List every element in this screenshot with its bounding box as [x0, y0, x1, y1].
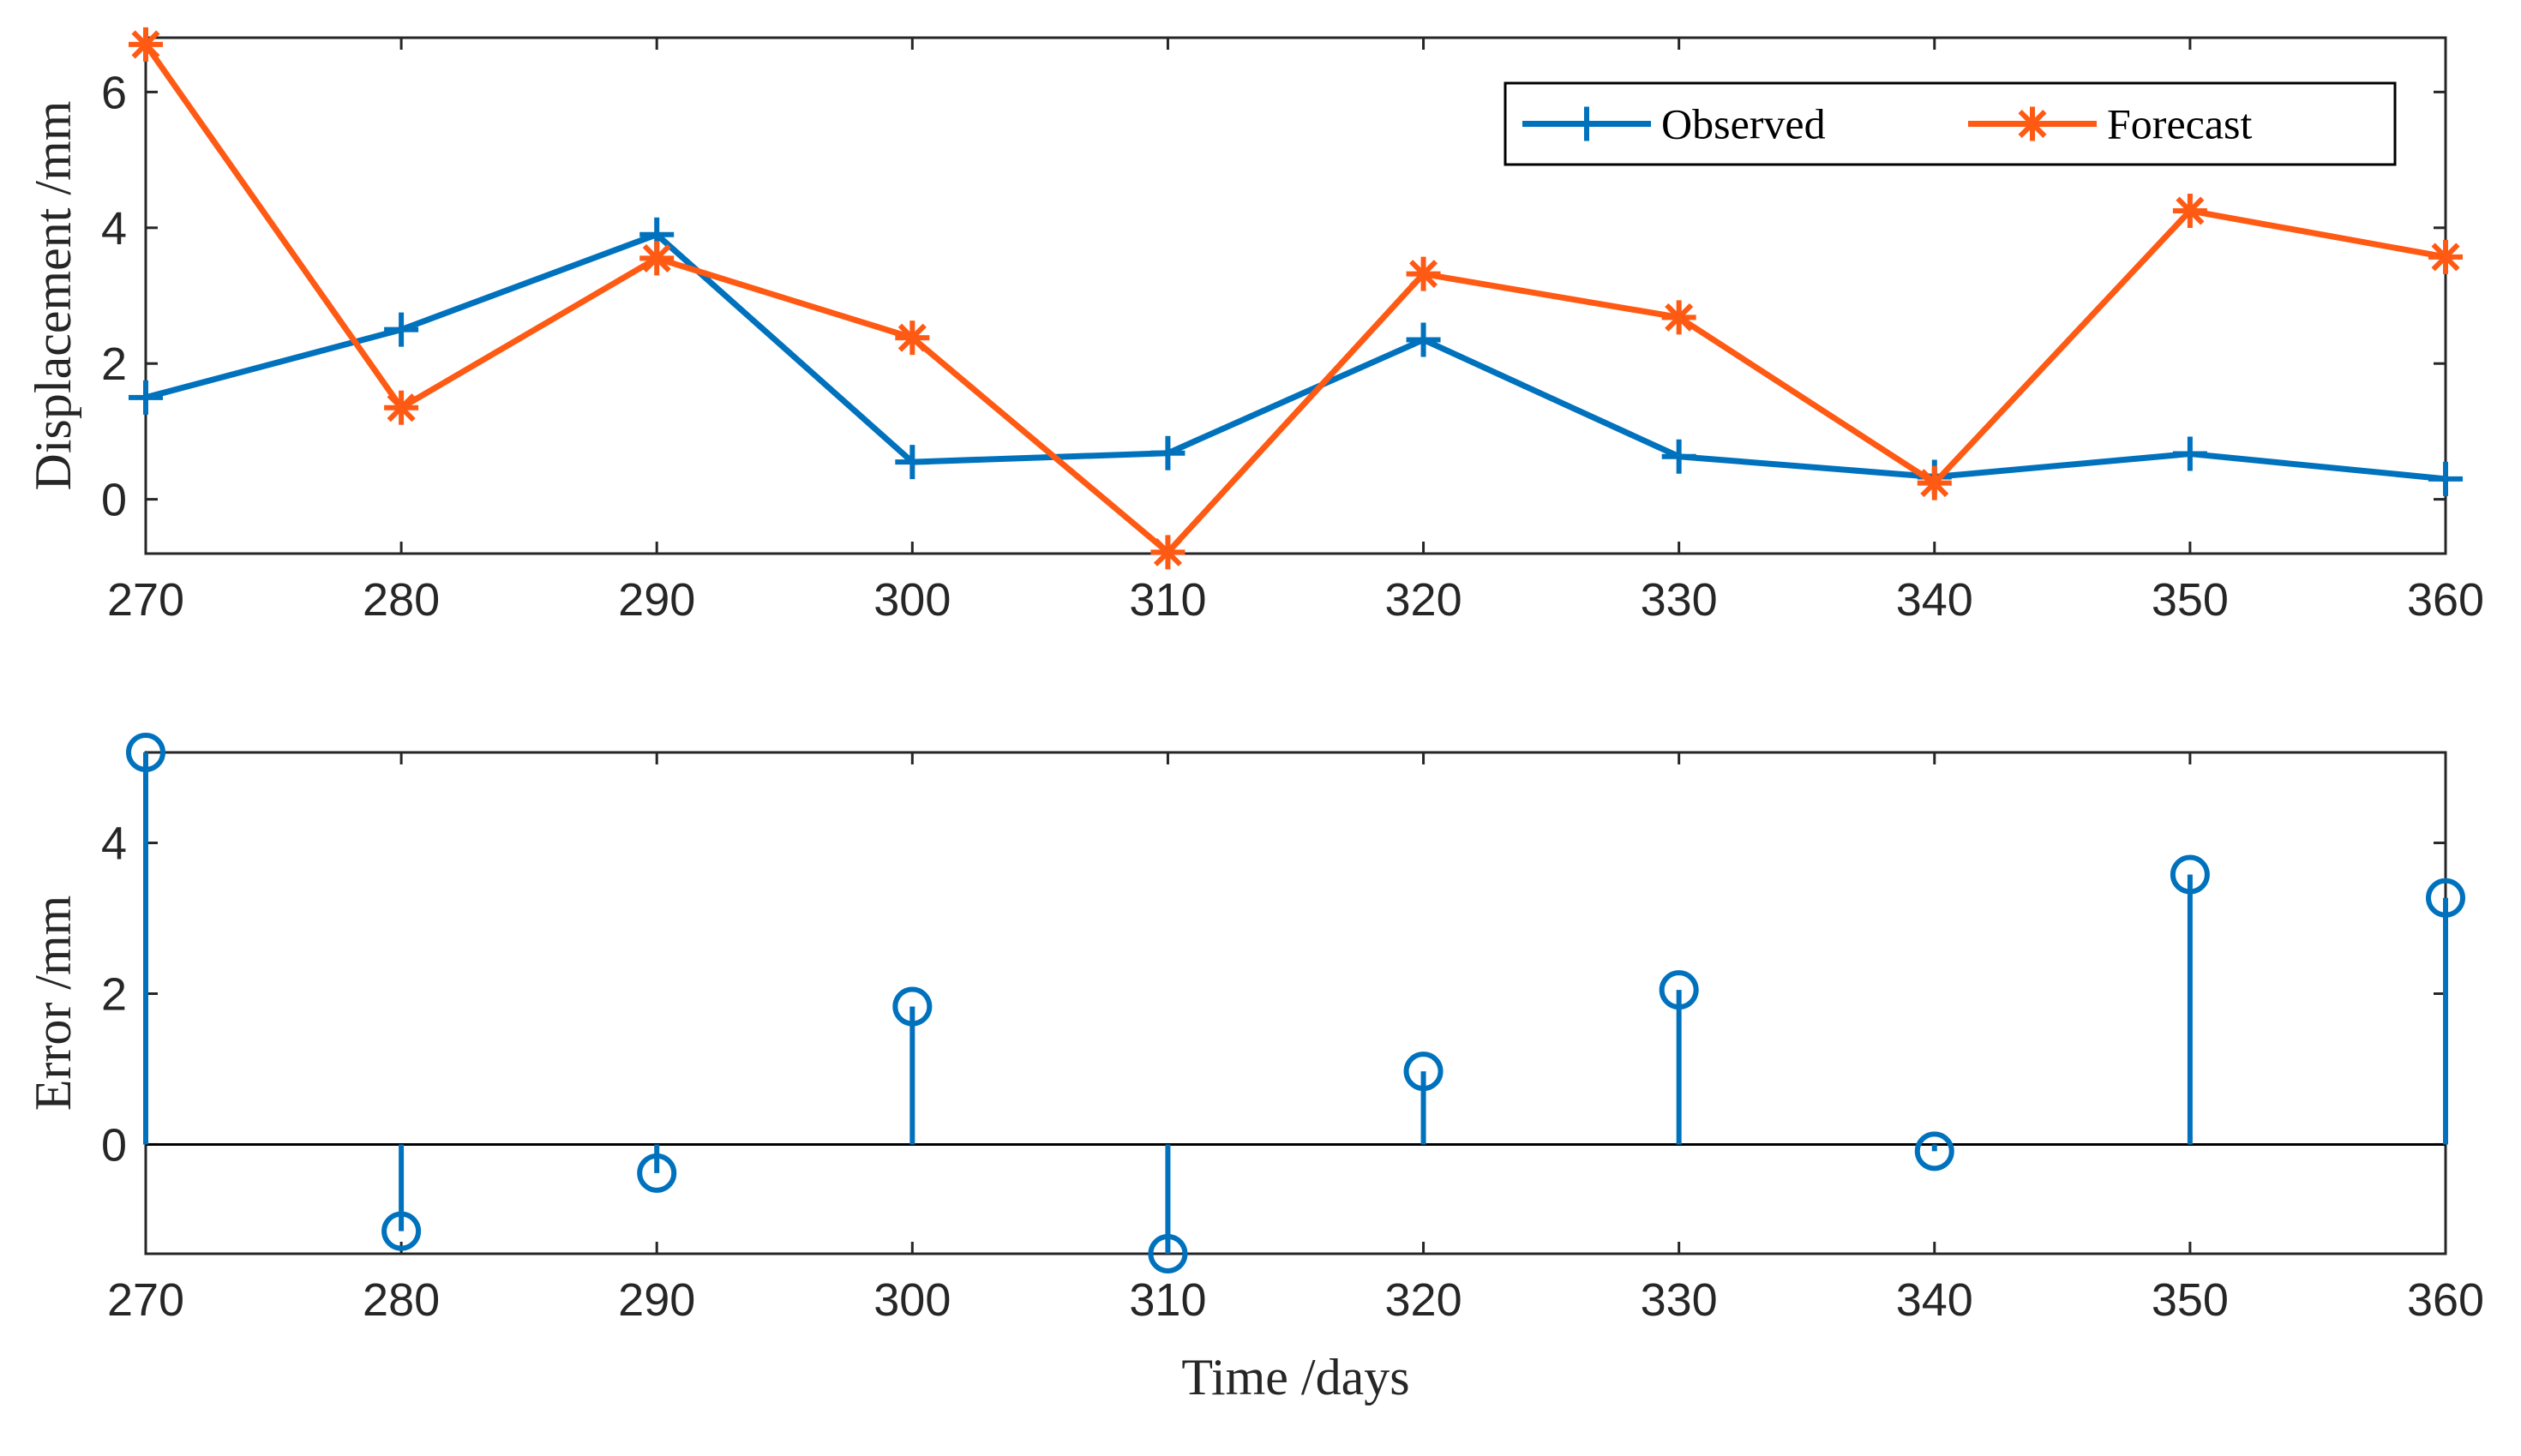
forecast-point — [1917, 465, 1952, 500]
observed-point — [129, 380, 163, 415]
error-marker — [126, 733, 165, 772]
observed-point — [2428, 461, 2463, 496]
x-tick-label: 300 — [873, 574, 951, 626]
error-marker — [1403, 1052, 1444, 1092]
error-marker — [2426, 878, 2465, 918]
forecast-line — [143, 42, 2446, 555]
observed-line — [145, 231, 2446, 482]
x-tick-label: 310 — [1129, 574, 1206, 626]
x-tick-label: 310 — [1129, 1274, 1206, 1326]
x-tick-label: 270 — [107, 574, 184, 626]
legend-marker-plus — [1570, 106, 1604, 141]
x-tick-label: 350 — [2152, 1274, 2229, 1326]
observed-point — [384, 312, 419, 347]
x-axis-label: Time /days — [1181, 1349, 1409, 1405]
legend-box — [1504, 81, 2397, 166]
legend: Observed Forecast — [1504, 81, 2397, 166]
legend-marker-asterisk — [2015, 106, 2050, 141]
forecast-point — [2172, 193, 2207, 228]
error-marker — [1659, 970, 1699, 1010]
axes-box — [144, 36, 2447, 555]
legend-label-observed: Observed — [1661, 100, 1826, 148]
y-tick-label: 2 — [101, 969, 127, 1021]
y-tick-label: 2 — [101, 339, 127, 390]
error-marker — [1148, 1234, 1188, 1273]
forecast-point — [895, 321, 930, 356]
error-marker — [1914, 1131, 1954, 1171]
observed-point — [1661, 439, 1696, 474]
x-tick-label: 350 — [2152, 574, 2229, 626]
x-tick-label: 320 — [1385, 1274, 1462, 1326]
observed-point — [1406, 322, 1441, 357]
forecast-point — [1150, 535, 1185, 570]
forecast-point — [2428, 239, 2463, 274]
x-tick-label: 360 — [2407, 574, 2484, 626]
x-tick-label: 290 — [618, 1274, 695, 1326]
observed-point — [2172, 436, 2207, 471]
forecast-point — [1661, 300, 1696, 335]
x-tick-label: 360 — [2407, 1274, 2484, 1326]
x-tick-label: 340 — [1896, 1274, 1973, 1326]
axes-2: 270 280 290 300 310 320 330 340 350 360 0 2 4 Error /… — [25, 733, 2484, 1405]
x-tick-label: 300 — [873, 1274, 951, 1326]
error-marker — [637, 1153, 677, 1193]
series-forecast — [129, 27, 2463, 570]
x-tick-label: 320 — [1385, 574, 1462, 626]
y-axis-label: Displacement /mm — [25, 101, 81, 491]
x-tick-label: 280 — [363, 574, 440, 626]
x-tick-label: 330 — [1641, 1274, 1718, 1326]
legend-label-forecast: Forecast — [2107, 100, 2252, 148]
x-tick-label: 330 — [1641, 574, 1718, 626]
observed-point — [1150, 435, 1185, 470]
error-marker — [2170, 854, 2210, 895]
x-tick-label: 290 — [618, 574, 695, 626]
axes-box — [144, 751, 2447, 1255]
series-error — [126, 733, 2465, 1273]
error-marker — [892, 986, 933, 1027]
y-tick-label: 4 — [101, 818, 127, 870]
forecast-point — [1406, 256, 1441, 291]
y-tick-label: 6 — [101, 67, 127, 118]
x-tick-label: 340 — [1896, 574, 1973, 626]
forecast-point — [129, 27, 163, 62]
x-tick-label: 270 — [107, 1274, 184, 1326]
y-tick-label: 0 — [101, 475, 127, 526]
x-tick-label: 280 — [363, 1274, 440, 1326]
forecast-point — [639, 241, 675, 276]
forecast-point — [384, 390, 419, 425]
y-tick-label: 4 — [101, 203, 127, 255]
error-marker — [381, 1211, 422, 1251]
y-tick-label: 0 — [101, 1119, 127, 1171]
observed-point — [895, 445, 930, 480]
series-observed — [129, 217, 2463, 496]
axes-1: 270 280 290 300 310 320 330 340 350 360 0 2 4 6 Displa… — [25, 27, 2484, 626]
y-axis-label: Error /mm — [25, 896, 81, 1111]
